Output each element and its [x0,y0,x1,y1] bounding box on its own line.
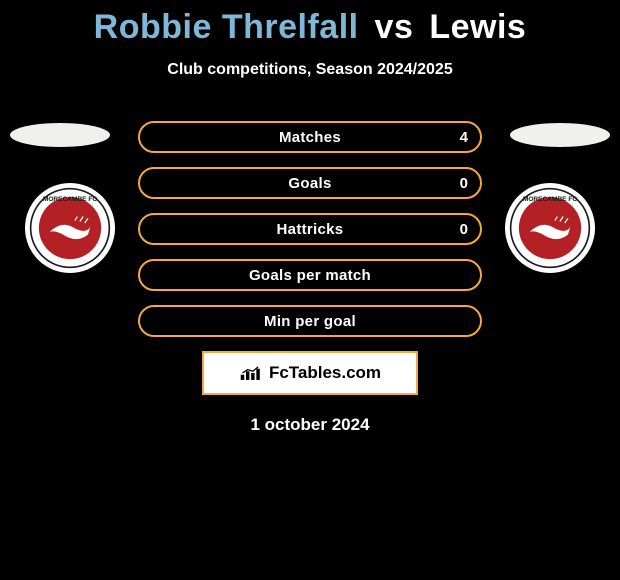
player2-name: Lewis [429,8,526,46]
stat-row-matches: Matches 4 [138,121,482,153]
stat-row-hattricks: Hattricks 0 [138,213,482,245]
player1-club-logo: MORECAMBE FC [25,183,115,273]
comparison-content: MORECAMBE FC MORECAMBE FC Matches 4 Goal… [0,121,620,435]
subtitle: Club competitions, Season 2024/2025 [0,61,620,79]
stat-row-goals: Goals 0 [138,167,482,199]
stat-row-goals-per-match: Goals per match [138,259,482,291]
page-title: Robbie Threlfall vs Lewis [0,0,620,47]
stat-right-value: 4 [460,129,468,146]
stat-label: Goals [288,175,331,192]
stat-label: Hattricks [277,221,344,238]
date-label: 1 october 2024 [0,415,620,435]
stat-right-value: 0 [460,175,468,192]
svg-text:MORECAMBE FC: MORECAMBE FC [43,196,97,203]
player2-club-logo: MORECAMBE FC [505,183,595,273]
player1-oval-icon [10,123,110,147]
morecambe-badge-icon: MORECAMBE FC [509,187,591,269]
vs-label: vs [375,8,414,46]
fctables-chart-icon [239,364,265,382]
stat-label: Goals per match [249,267,371,284]
brand-name: FcTables.com [269,363,381,383]
stat-row-min-per-goal: Min per goal [138,305,482,337]
player2-oval-icon [510,123,610,147]
svg-text:MORECAMBE FC: MORECAMBE FC [523,196,577,203]
stat-right-value: 0 [460,221,468,238]
stat-label: Matches [279,129,341,146]
stat-label: Min per goal [264,313,356,330]
brand-box[interactable]: FcTables.com [202,351,418,395]
stats-bars: Matches 4 Goals 0 Hattricks 0 Goals per … [138,121,482,337]
player1-name: Robbie Threlfall [94,8,359,46]
morecambe-badge-icon: MORECAMBE FC [29,187,111,269]
